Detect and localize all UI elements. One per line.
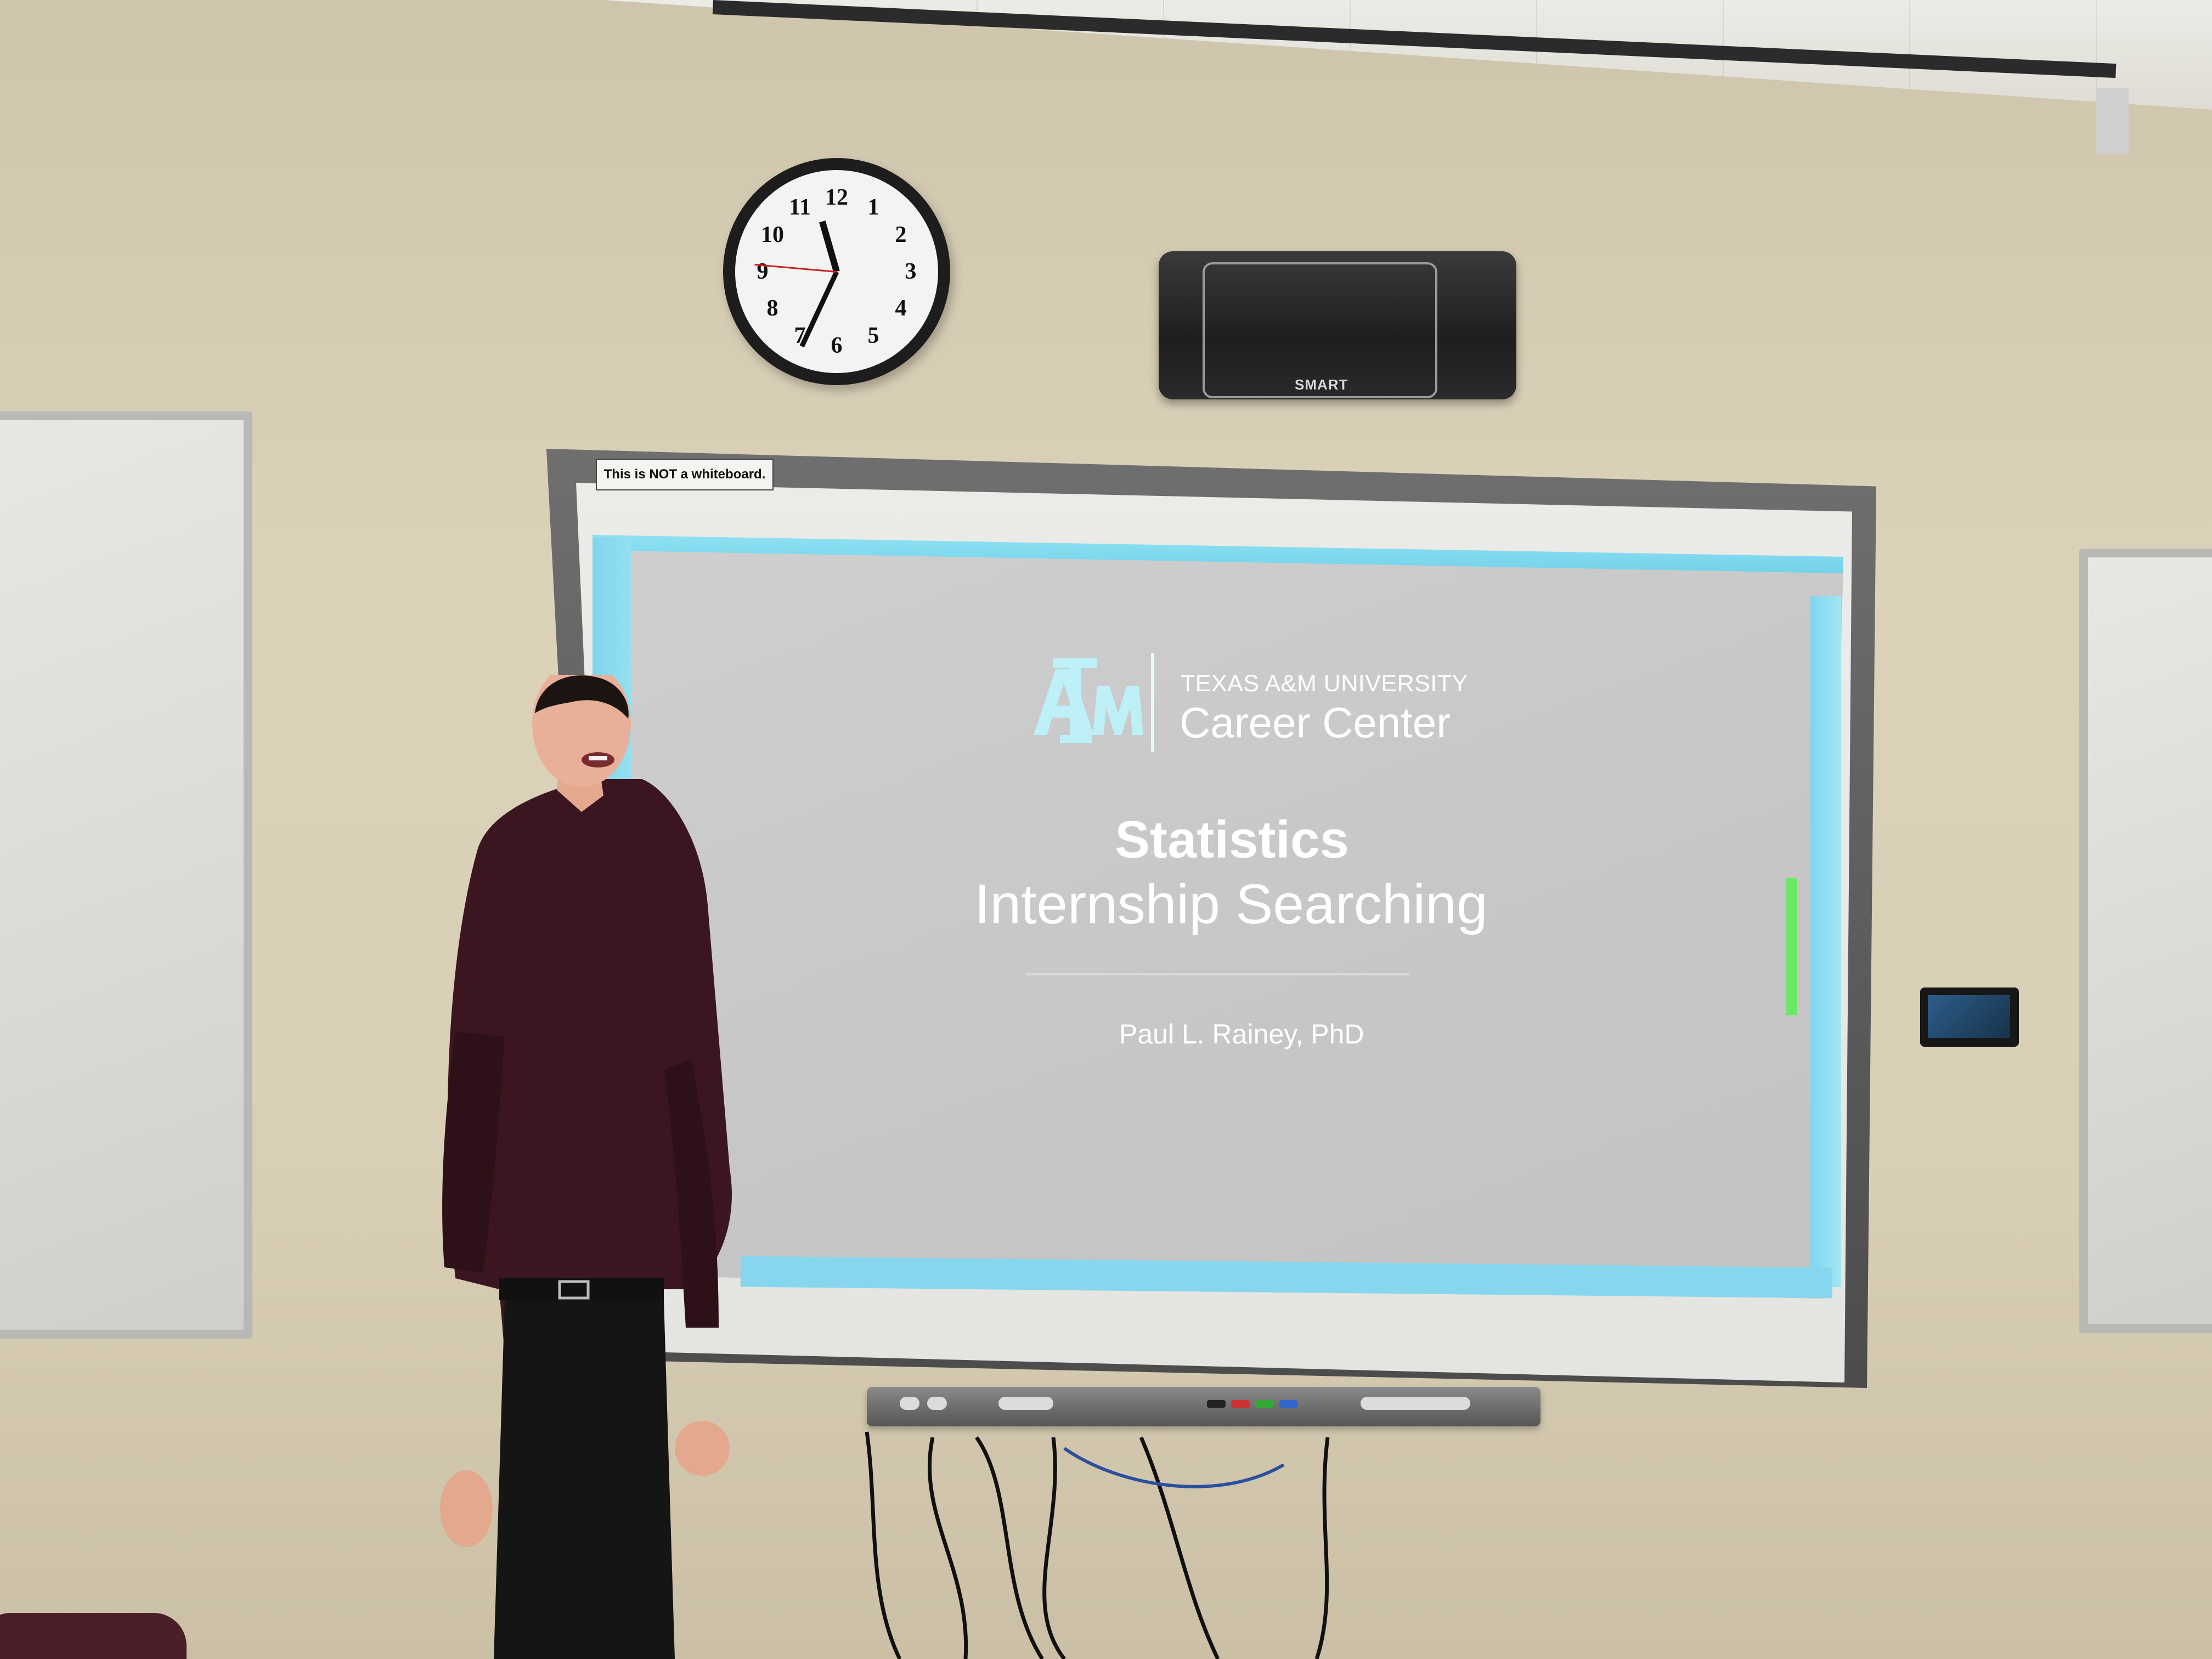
clock-numeral: 1 (867, 195, 879, 220)
clock-numeral: 6 (831, 333, 843, 358)
clock-numeral: 8 (766, 296, 778, 321)
wall-clock: 12 1 2 3 4 5 6 7 8 9 10 11 (723, 158, 950, 385)
clock-numeral: 10 (761, 222, 784, 247)
clock-face: 12 1 2 3 4 5 6 7 8 9 10 11 (735, 170, 938, 373)
university-name: TEXAS A&M UNIVERSITY (1181, 670, 1468, 697)
whiteboard-right (2079, 549, 2212, 1333)
whiteboard-left (0, 411, 252, 1339)
clock-numeral: 5 (867, 323, 879, 348)
clock-numeral: 12 (825, 185, 848, 210)
cables (865, 1431, 1330, 1659)
logo-divider (1151, 653, 1154, 752)
clock-numeral: 11 (789, 195, 811, 220)
clock-numeral: 4 (895, 296, 907, 321)
slide-border (1810, 596, 1841, 1287)
slide-subtitle: Internship Searching (974, 873, 1488, 935)
control-panel-screen (1928, 995, 2010, 1038)
tray-eraser[interactable] (998, 1397, 1053, 1410)
presenter-name: Paul L. Rainey, PhD (1119, 1019, 1364, 1049)
pen-slot-black[interactable] (1207, 1400, 1226, 1408)
short-throw-projector: SMART (1159, 229, 1516, 422)
projector-arm (1159, 229, 1516, 422)
clock-numeral: 2 (895, 222, 907, 247)
clock-numeral: 3 (905, 259, 917, 284)
pen-tray (867, 1387, 1541, 1426)
pen-slot-red[interactable] (1231, 1400, 1250, 1408)
clock-hour-hand (819, 221, 840, 273)
clock-numeral: 9 (757, 259, 769, 284)
tray-button[interactable] (927, 1397, 947, 1410)
slide-accent-mark (1786, 878, 1797, 1015)
wall-control-panel[interactable] (1920, 988, 2019, 1047)
ceiling-bracket (2096, 88, 2129, 154)
tray-slider[interactable] (1361, 1397, 1470, 1410)
board-sticker: This is NOT a whiteboard. (596, 459, 774, 490)
slide-divider (1026, 973, 1410, 975)
presenter-person (440, 675, 732, 1659)
tray-button[interactable] (900, 1397, 919, 1410)
projected-slide (592, 535, 1843, 1299)
pen-slot-blue[interactable] (1279, 1400, 1298, 1408)
sticker-text-suffix: a whiteboard. (677, 467, 766, 482)
atm-logo (1034, 658, 1143, 743)
sticker-text-prefix: This is (603, 467, 650, 482)
department-name: Career Center (1180, 698, 1451, 747)
sticker-text-emphasis: NOT (649, 467, 677, 482)
slide-title: Statistics (1115, 810, 1349, 869)
pen-slot-green[interactable] (1255, 1400, 1274, 1408)
projector-brand: SMART (1295, 376, 1348, 393)
chair-back (0, 1613, 187, 1659)
